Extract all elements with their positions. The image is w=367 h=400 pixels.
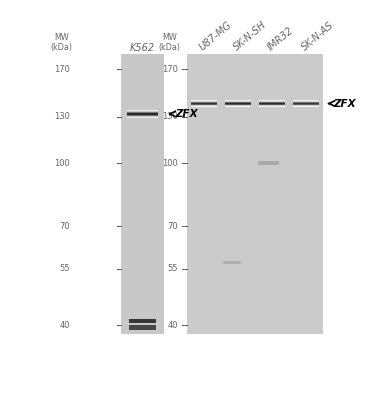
Bar: [225, 103, 251, 104]
Text: IMR32: IMR32: [266, 25, 295, 53]
Bar: [129, 319, 156, 323]
Bar: [127, 110, 158, 111]
Text: 40: 40: [59, 321, 70, 330]
Text: 70: 70: [59, 222, 70, 231]
Bar: [191, 104, 217, 105]
Bar: [293, 106, 319, 107]
Bar: [259, 101, 285, 102]
Bar: [121, 54, 164, 334]
Bar: [127, 115, 158, 116]
Bar: [259, 100, 285, 101]
Bar: [225, 102, 251, 103]
Text: 70: 70: [167, 222, 178, 231]
Bar: [222, 261, 241, 264]
Bar: [191, 102, 217, 103]
Bar: [191, 104, 217, 105]
Bar: [225, 100, 251, 101]
Bar: [127, 115, 158, 116]
Bar: [127, 110, 158, 111]
Bar: [127, 116, 158, 117]
Text: U87-MG: U87-MG: [197, 20, 234, 53]
Bar: [225, 106, 251, 107]
Bar: [293, 103, 319, 104]
Bar: [293, 103, 319, 104]
Bar: [191, 103, 217, 104]
Bar: [225, 105, 251, 106]
Bar: [225, 101, 251, 102]
Bar: [293, 100, 319, 101]
Bar: [225, 101, 251, 102]
Bar: [259, 103, 285, 104]
Bar: [259, 102, 285, 103]
Bar: [225, 102, 251, 103]
Text: 170: 170: [162, 65, 178, 74]
Text: ZFX: ZFX: [333, 98, 356, 108]
Bar: [259, 104, 285, 105]
Text: SK-N-AS: SK-N-AS: [300, 20, 336, 53]
Bar: [293, 104, 319, 105]
Text: MW
(kDa): MW (kDa): [51, 34, 73, 52]
Bar: [259, 103, 285, 104]
Text: 40: 40: [168, 321, 178, 330]
Text: 130: 130: [54, 112, 70, 121]
Bar: [293, 105, 319, 106]
Bar: [127, 112, 158, 113]
Bar: [191, 102, 217, 103]
Bar: [259, 100, 285, 101]
Bar: [225, 105, 251, 106]
Bar: [259, 102, 285, 103]
Text: MW
(kDa): MW (kDa): [159, 34, 181, 52]
Bar: [191, 106, 217, 107]
Bar: [127, 112, 158, 113]
Bar: [259, 104, 285, 105]
Bar: [127, 110, 158, 111]
Bar: [259, 106, 285, 107]
Bar: [127, 116, 158, 117]
Bar: [191, 103, 217, 104]
Bar: [191, 105, 217, 106]
Bar: [293, 105, 319, 106]
Bar: [127, 113, 158, 114]
Bar: [293, 104, 319, 105]
Text: ZFX: ZFX: [175, 109, 198, 119]
Text: 55: 55: [59, 264, 70, 274]
Text: 130: 130: [162, 112, 178, 121]
Bar: [127, 114, 158, 115]
Bar: [225, 104, 251, 105]
Bar: [187, 54, 323, 334]
Bar: [191, 100, 217, 101]
Bar: [258, 161, 279, 165]
Bar: [127, 117, 158, 118]
Text: 55: 55: [168, 264, 178, 274]
Bar: [127, 113, 158, 114]
Bar: [225, 103, 251, 104]
Bar: [293, 102, 319, 103]
Bar: [293, 100, 319, 101]
Bar: [127, 111, 158, 112]
Bar: [259, 105, 285, 106]
Bar: [191, 100, 217, 101]
Text: 100: 100: [162, 158, 178, 168]
Bar: [127, 117, 158, 118]
Text: K562: K562: [130, 43, 155, 53]
Bar: [191, 101, 217, 102]
Bar: [129, 326, 156, 330]
Text: SK-N-SH: SK-N-SH: [232, 20, 268, 53]
Bar: [225, 104, 251, 105]
Bar: [191, 105, 217, 106]
Bar: [259, 101, 285, 102]
Bar: [293, 101, 319, 102]
Bar: [293, 101, 319, 102]
Bar: [259, 105, 285, 106]
Bar: [127, 111, 158, 112]
Text: 170: 170: [54, 65, 70, 74]
Text: 100: 100: [54, 158, 70, 168]
Bar: [127, 114, 158, 115]
Bar: [191, 101, 217, 102]
Bar: [225, 100, 251, 101]
Bar: [293, 102, 319, 103]
